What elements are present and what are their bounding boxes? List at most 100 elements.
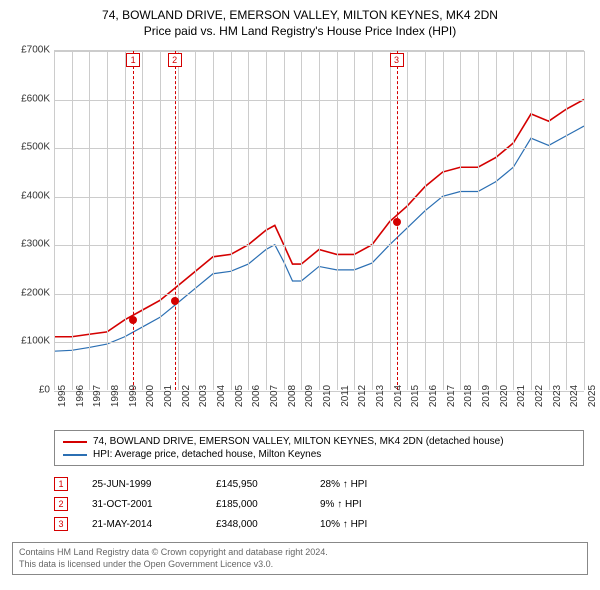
legend-label-2: HPI: Average price, detached house, Milt… <box>93 449 321 460</box>
x-axis-label: 2013 <box>375 385 386 407</box>
gridline-v <box>284 51 285 390</box>
x-axis-label: 2001 <box>163 385 174 407</box>
marker-label: 2 <box>168 53 182 67</box>
x-axis-label: 2020 <box>499 385 510 407</box>
marker-row: 3 21-MAY-2014 £348,000 10% ↑ HPI <box>54 514 584 534</box>
price-chart: 123 £0£100K£200K£300K£400K£500K£600K£700… <box>12 44 588 424</box>
x-axis-label: 1997 <box>92 385 103 407</box>
gridline-v <box>160 51 161 390</box>
gridline-v <box>107 51 108 390</box>
x-axis-label: 2007 <box>269 385 280 407</box>
x-axis-label: 2003 <box>198 385 209 407</box>
gridline-v <box>354 51 355 390</box>
marker-index-box: 3 <box>54 517 68 531</box>
gridline-v <box>142 51 143 390</box>
gridline-v <box>54 51 55 390</box>
chart-title: 74, BOWLAND DRIVE, EMERSON VALLEY, MILTO… <box>12 8 588 22</box>
x-axis-label: 1998 <box>110 385 121 407</box>
marker-price: £348,000 <box>216 519 296 530</box>
legend-label-1: 74, BOWLAND DRIVE, EMERSON VALLEY, MILTO… <box>93 436 504 447</box>
x-axis-label: 2005 <box>234 385 245 407</box>
attribution-line-1: Contains HM Land Registry data © Crown c… <box>19 547 581 559</box>
marker-dot <box>393 218 401 226</box>
chart-container: 74, BOWLAND DRIVE, EMERSON VALLEY, MILTO… <box>0 0 600 583</box>
marker-price: £185,000 <box>216 499 296 510</box>
x-axis-label: 2014 <box>393 385 404 407</box>
gridline-v <box>301 51 302 390</box>
x-axis-label: 2024 <box>569 385 580 407</box>
gridline-v <box>460 51 461 390</box>
marker-label: 3 <box>390 53 404 67</box>
marker-date: 25-JUN-1999 <box>92 479 192 490</box>
marker-pct: 9% ↑ HPI <box>320 499 420 510</box>
x-axis-label: 1999 <box>128 385 139 407</box>
y-axis-label: £0 <box>12 385 50 396</box>
legend-row-1: 74, BOWLAND DRIVE, EMERSON VALLEY, MILTO… <box>63 435 575 448</box>
gridline-v <box>195 51 196 390</box>
x-axis-label: 2009 <box>304 385 315 407</box>
x-axis-label: 2025 <box>587 385 598 407</box>
x-axis-label: 2022 <box>534 385 545 407</box>
x-axis-label: 2019 <box>481 385 492 407</box>
gridline-v <box>566 51 567 390</box>
x-axis-label: 2018 <box>463 385 474 407</box>
y-axis-label: £700K <box>12 45 50 56</box>
gridline-v <box>337 51 338 390</box>
gridline-v <box>584 51 585 390</box>
gridline-v <box>178 51 179 390</box>
gridline-v <box>425 51 426 390</box>
marker-date: 31-OCT-2001 <box>92 499 192 510</box>
x-axis-label: 1996 <box>75 385 86 407</box>
y-axis-label: £300K <box>12 239 50 250</box>
gridline-v <box>266 51 267 390</box>
x-axis-label: 2008 <box>287 385 298 407</box>
gridline-v <box>125 51 126 390</box>
marker-pct: 10% ↑ HPI <box>320 519 420 530</box>
x-axis-label: 2012 <box>357 385 368 407</box>
x-axis-label: 2000 <box>145 385 156 407</box>
x-axis-label: 2006 <box>251 385 262 407</box>
marker-table: 1 25-JUN-1999 £145,950 28% ↑ HPI 2 31-OCT-200… <box>54 474 584 534</box>
chart-subtitle: Price paid vs. HM Land Registry's House … <box>12 24 588 38</box>
marker-line <box>175 51 176 390</box>
x-axis-label: 2011 <box>340 385 351 407</box>
y-axis-label: £500K <box>12 142 50 153</box>
x-axis-label: 2004 <box>216 385 227 407</box>
gridline-v <box>549 51 550 390</box>
gridline-v <box>231 51 232 390</box>
marker-price: £145,950 <box>216 479 296 490</box>
x-axis-label: 2017 <box>446 385 457 407</box>
gridline-v <box>390 51 391 390</box>
marker-row: 1 25-JUN-1999 £145,950 28% ↑ HPI <box>54 474 584 494</box>
marker-label: 1 <box>126 53 140 67</box>
gridline-v <box>213 51 214 390</box>
x-axis-label: 2010 <box>322 385 333 407</box>
x-axis-label: 2021 <box>516 385 527 407</box>
gridline-v <box>248 51 249 390</box>
gridline-v <box>319 51 320 390</box>
attribution: Contains HM Land Registry data © Crown c… <box>12 542 588 575</box>
marker-dot <box>171 297 179 305</box>
y-axis-label: £600K <box>12 93 50 104</box>
marker-pct: 28% ↑ HPI <box>320 479 420 490</box>
gridline-v <box>72 51 73 390</box>
y-axis-label: £200K <box>12 287 50 298</box>
gridline-v <box>407 51 408 390</box>
gridline-v <box>372 51 373 390</box>
x-axis-label: 2015 <box>410 385 421 407</box>
plot-area: 1 2 3 <box>54 50 584 390</box>
marker-dot <box>129 316 137 324</box>
marker-date: 21-MAY-2014 <box>92 519 192 530</box>
y-axis-label: £100K <box>12 336 50 347</box>
x-axis-label: 1995 <box>57 385 68 407</box>
legend-row-2: HPI: Average price, detached house, Milt… <box>63 448 575 461</box>
marker-index-box: 1 <box>54 477 68 491</box>
gridline-v <box>443 51 444 390</box>
x-axis-label: 2023 <box>552 385 563 407</box>
marker-index-box: 2 <box>54 497 68 511</box>
legend-swatch-1 <box>63 441 87 443</box>
marker-row: 2 31-OCT-2001 £185,000 9% ↑ HPI <box>54 494 584 514</box>
attribution-line-2: This data is licensed under the Open Gov… <box>19 559 581 571</box>
gridline-v <box>89 51 90 390</box>
legend: 74, BOWLAND DRIVE, EMERSON VALLEY, MILTO… <box>54 430 584 466</box>
